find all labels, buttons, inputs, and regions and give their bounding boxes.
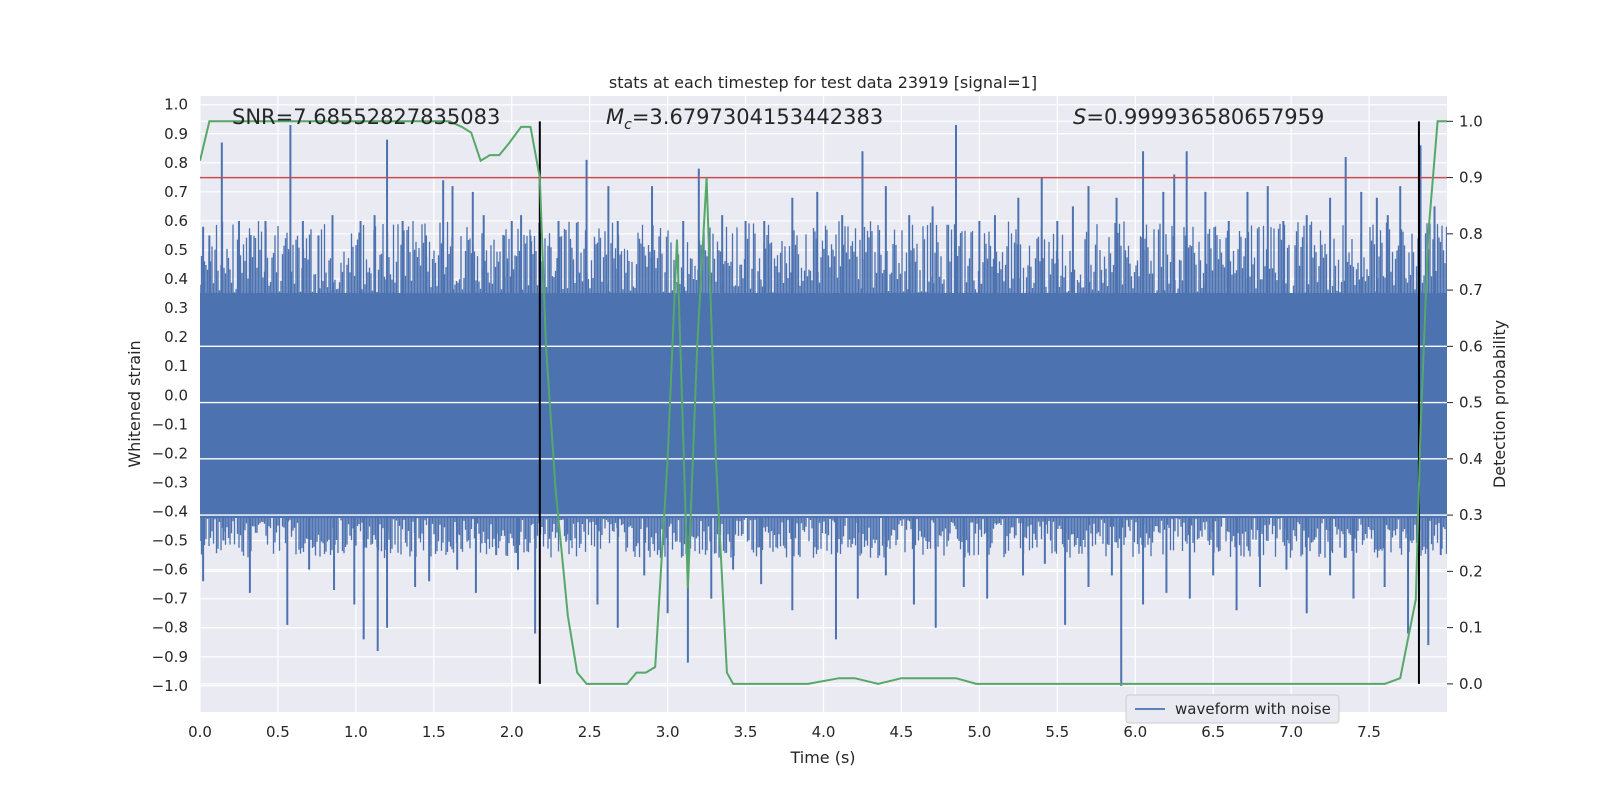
x-axis-label: Time (s) — [789, 748, 855, 767]
waveform-dense-band — [200, 293, 1447, 518]
y-tick-label: 0.3 — [164, 299, 188, 317]
y-tick-label: 0.7 — [164, 183, 188, 201]
mc-value: =3.6797304153442383 — [632, 105, 883, 129]
x-tick-label: 2.5 — [578, 723, 602, 741]
y-tick-label: 0.0 — [164, 386, 188, 404]
y-tick-label: 0.1 — [164, 357, 188, 375]
waveform-upper-fringe — [200, 221, 1447, 295]
vertical-markers — [538, 121, 1420, 684]
y2-tick-label: 0.7 — [1459, 281, 1483, 299]
y-axis-label: Whitened strain — [125, 340, 144, 467]
legend-box — [1125, 694, 1340, 724]
waveform-series — [200, 125, 1447, 686]
y2-tick-label: 1.0 — [1459, 112, 1483, 130]
y-tick-label: 0.8 — [164, 154, 188, 172]
x-tick-label: 1.5 — [422, 723, 446, 741]
probability-line — [200, 120, 1447, 685]
chirp-mass-annotation: Mc=3.6797304153442383 — [606, 105, 883, 133]
y-tick-label: 1.0 — [164, 96, 188, 114]
y-tick-labels: 1.0 0.9 0.8 0.7 0.6 0.5 0.4 0.3 0.2 0.1 0.0 −0.1 −0.… — [152, 96, 188, 695]
x-tick-label: 5.5 — [1045, 723, 1069, 741]
y-tick-label: −0.8 — [152, 619, 188, 637]
snr-annotation: SNR=7.68552827835083 — [232, 105, 500, 129]
y2-tick-label: 0.5 — [1459, 394, 1483, 412]
y2-tick-label: 0.9 — [1459, 169, 1483, 187]
y-tick-label: −0.7 — [152, 590, 188, 608]
waveform-lower-fringe — [200, 516, 1447, 558]
x-tick-labels: 0.0 0.5 1.0 1.5 2.0 2.5 3.0 3.5 4.0 4.5 5.0 5.5 6.0 6… — [188, 723, 1381, 741]
y-tick-label: −0.6 — [152, 561, 188, 579]
s-value: =0.999936580657959 — [1086, 105, 1324, 129]
x-tick-label: 0.0 — [188, 723, 212, 741]
y-tick-label: 0.2 — [164, 328, 188, 346]
x-tick-label: 6.5 — [1201, 723, 1225, 741]
y-tick-label: 0.5 — [164, 241, 188, 259]
x-tick-label: 7.5 — [1357, 723, 1381, 741]
legend-label-waveform: waveform with noise — [1175, 700, 1331, 718]
y-tick-label: 0.9 — [164, 125, 188, 143]
y2-tick-label: 0.2 — [1459, 562, 1483, 580]
x-tick-label: 5.0 — [967, 723, 991, 741]
x-tick-label: 4.5 — [890, 723, 914, 741]
probability-series — [200, 120, 1447, 685]
y-tick-label: −1.0 — [152, 677, 188, 695]
x-tick-label: 7.0 — [1279, 723, 1303, 741]
y2-tick-label: 0.8 — [1459, 225, 1483, 243]
y-tick-label: −0.5 — [152, 532, 188, 550]
x-tick-label: 3.5 — [734, 723, 758, 741]
x-tick-label: 2.0 — [500, 723, 524, 741]
y-tick-label: −0.4 — [152, 503, 188, 521]
y2-gridlines-over-band — [200, 345, 1447, 516]
y-tick-label: −0.2 — [152, 444, 188, 462]
legend: waveform with noise — [1125, 694, 1340, 724]
y2-tick-label: 0.0 — [1459, 675, 1483, 693]
y-tick-label: −0.3 — [152, 473, 188, 491]
s-symbol: S — [1073, 105, 1086, 129]
y2-tick-labels: 1.0 0.9 0.8 0.7 0.6 0.5 0.4 0.3 0.2 0.1 0.0 — [1447, 112, 1483, 693]
x-tick-label: 0.5 — [266, 723, 290, 741]
y2-axis-label: Detection probability — [1490, 320, 1509, 488]
x-tick-label: 1.0 — [344, 723, 368, 741]
y2-tick-label: 0.4 — [1459, 450, 1483, 468]
y2-tick-label: 0.1 — [1459, 619, 1483, 637]
x-tick-label: 6.0 — [1123, 723, 1147, 741]
s-annotation: S=0.999936580657959 — [1073, 105, 1324, 129]
y-tick-label: 0.4 — [164, 270, 188, 288]
y-tick-label: 0.6 — [164, 212, 188, 230]
chart-title: stats at each timestep for test data 239… — [609, 73, 1037, 92]
y-tick-label: −0.9 — [152, 648, 188, 666]
y2-tick-label: 0.3 — [1459, 506, 1483, 524]
x-tick-label: 3.0 — [656, 723, 680, 741]
mc-subscript: c — [624, 117, 632, 133]
x-tick-label: 4.0 — [812, 723, 836, 741]
y2-tick-label: 0.6 — [1459, 337, 1483, 355]
mc-symbol: M — [606, 105, 624, 129]
y-tick-label: −0.1 — [152, 415, 188, 433]
